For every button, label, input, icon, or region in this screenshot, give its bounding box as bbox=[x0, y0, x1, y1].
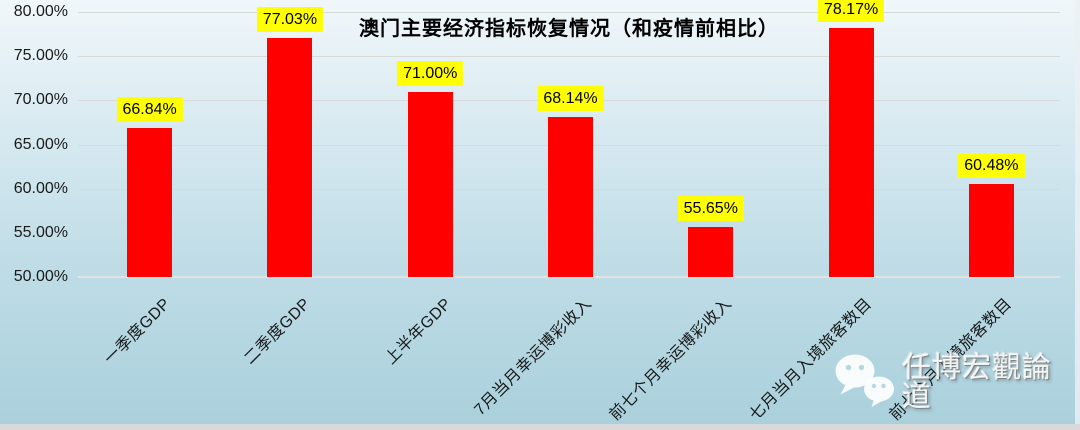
chart-title: 澳门主要经济指标恢复情况（和疫情前相比） bbox=[359, 18, 779, 40]
y-axis-tick-label: 50.00% bbox=[13, 268, 68, 285]
x-axis-category-label: 前七个月入境旅客数目 bbox=[886, 295, 1016, 424]
bar bbox=[548, 116, 593, 277]
gridline bbox=[78, 276, 1060, 278]
y-axis-tick-label: 65.00% bbox=[13, 135, 68, 153]
bar bbox=[127, 128, 173, 277]
gridline bbox=[78, 56, 1060, 58]
x-axis-category-label: 二季度GDP bbox=[241, 295, 315, 368]
y-axis-tick-label: 80.00% bbox=[13, 3, 68, 20]
bar bbox=[407, 91, 453, 277]
chart-right-edge bbox=[1075, 0, 1080, 430]
x-axis-category-label: 七月当月入境旅客数目 bbox=[746, 295, 876, 424]
bar bbox=[688, 227, 734, 277]
x-axis-category-label: 7月当月幸运博彩收入 bbox=[471, 295, 595, 419]
data-label: 55.65% bbox=[677, 196, 744, 222]
data-label: 66.84% bbox=[116, 97, 183, 123]
y-axis-tick-label: 75.00% bbox=[13, 47, 68, 65]
data-label: 78.17% bbox=[817, 0, 885, 23]
x-axis-category-label: 前七个月幸运博彩收入 bbox=[606, 295, 736, 424]
bottom-strip bbox=[0, 424, 1080, 430]
bar bbox=[968, 184, 1014, 277]
y-axis-tick-label: 70.00% bbox=[13, 91, 68, 109]
data-label: 60.48% bbox=[958, 153, 1025, 179]
y-axis-tick-label: 60.00% bbox=[13, 179, 68, 197]
bar bbox=[267, 38, 313, 277]
data-label: 68.14% bbox=[537, 85, 604, 111]
data-label: 77.03% bbox=[256, 7, 324, 33]
bar bbox=[828, 28, 874, 277]
x-axis-category-label: 一季度GDP bbox=[101, 295, 174, 368]
x-axis-category-label: 上半年GDP bbox=[381, 295, 455, 368]
y-axis-tick-label: 55.00% bbox=[13, 223, 68, 241]
gridline bbox=[78, 12, 1060, 13]
data-label: 71.00% bbox=[397, 60, 464, 86]
